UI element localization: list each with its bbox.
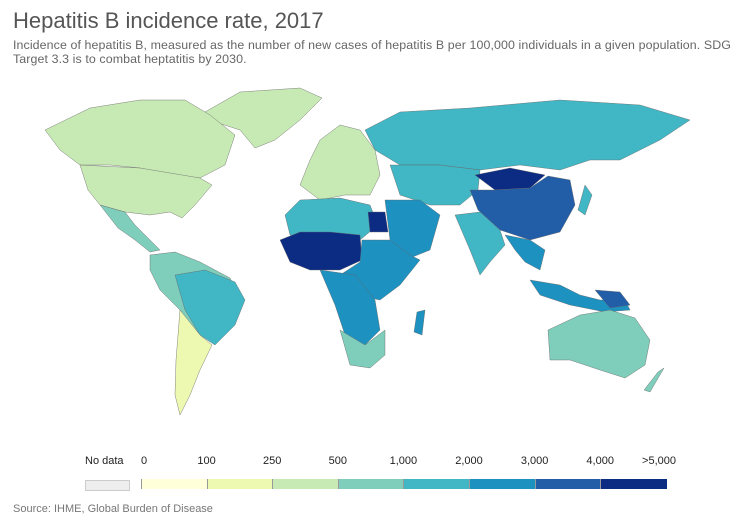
region-mongolia[interactable] bbox=[474, 167, 546, 191]
region-central-asia[interactable] bbox=[389, 164, 481, 206]
region-west-africa[interactable] bbox=[279, 231, 363, 271]
legend-tick-label: 250 bbox=[263, 455, 282, 467]
region-brazil[interactable] bbox=[174, 269, 246, 346]
region-japan[interactable] bbox=[577, 184, 593, 216]
chart-title: Hepatitis B incidence rate, 2017 bbox=[13, 8, 324, 33]
legend-bin[interactable] bbox=[469, 479, 536, 489]
legend-tick-label: 1,000 bbox=[389, 455, 418, 467]
region-madagascar[interactable] bbox=[413, 309, 426, 336]
legend-tick-label: 500 bbox=[328, 455, 347, 467]
legend-bin[interactable] bbox=[534, 479, 602, 489]
legend-no-data-swatch bbox=[85, 480, 130, 491]
legend-bin[interactable] bbox=[272, 479, 339, 489]
legend-tick-label: 2,000 bbox=[455, 455, 483, 467]
legend-bin[interactable] bbox=[403, 479, 470, 489]
legend-bin[interactable] bbox=[141, 479, 208, 489]
legend-tick-label: 4,000 bbox=[586, 455, 614, 467]
region-russia[interactable] bbox=[364, 99, 691, 171]
legend-tick-label: >5,000 bbox=[642, 455, 676, 467]
region-southeast-asia[interactable] bbox=[504, 234, 546, 271]
legend-tick-label: 3,000 bbox=[520, 455, 549, 467]
world-map bbox=[44, 87, 691, 416]
region-south-america-south[interactable] bbox=[174, 309, 213, 416]
legend-bin[interactable] bbox=[206, 479, 274, 489]
region-mexico-central-america[interactable] bbox=[99, 204, 161, 253]
region-papua[interactable] bbox=[594, 289, 631, 309]
region-india[interactable] bbox=[454, 211, 506, 276]
region-egypt[interactable] bbox=[367, 211, 389, 233]
region-canada[interactable] bbox=[44, 99, 236, 179]
legend-bin[interactable] bbox=[337, 479, 405, 489]
chart-subtitle: Incidence of hepatitis B, measured as th… bbox=[13, 38, 732, 66]
region-greenland[interactable] bbox=[204, 87, 323, 149]
region-central-africa[interactable] bbox=[319, 269, 381, 346]
legend-bin[interactable] bbox=[600, 479, 667, 489]
legend-no-data-label: No data bbox=[85, 455, 124, 467]
source-note: Source: IHME, Global Burden of Disease bbox=[13, 503, 213, 515]
region-southern-africa[interactable] bbox=[339, 329, 386, 369]
region-new-zealand[interactable] bbox=[643, 367, 665, 393]
region-australia[interactable] bbox=[547, 309, 651, 379]
region-usa[interactable] bbox=[79, 164, 213, 219]
legend-tick-label: 100 bbox=[197, 455, 216, 467]
legend-tick-label: 0 bbox=[141, 455, 148, 467]
